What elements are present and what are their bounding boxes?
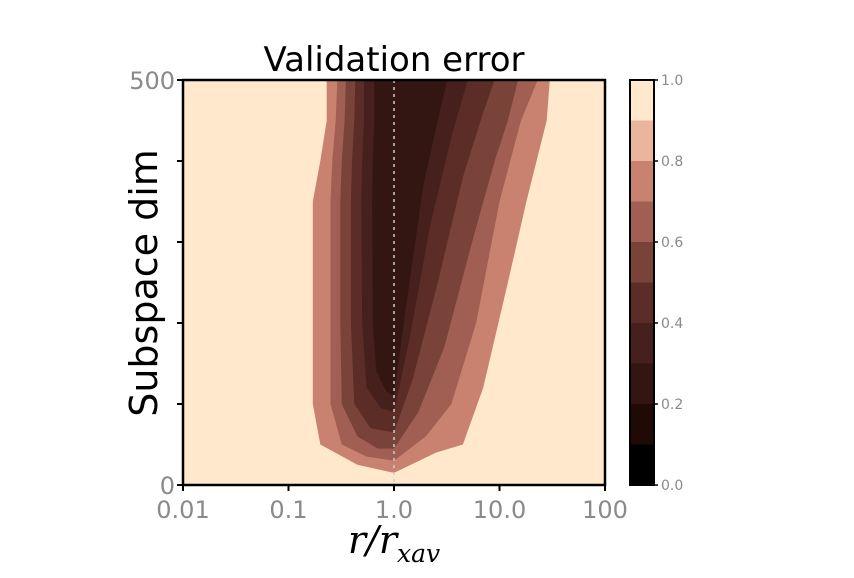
x-tick-label: 0.1 bbox=[269, 496, 307, 524]
colorbar-tick-label: 0.8 bbox=[661, 154, 683, 170]
colorbar-band bbox=[630, 282, 654, 323]
contour-band bbox=[372, 80, 448, 396]
x-tick-label: 10.0 bbox=[473, 496, 526, 524]
colorbar-band bbox=[630, 120, 654, 161]
y-tick-label: 500 bbox=[129, 67, 175, 95]
y-tick-label: 0 bbox=[160, 472, 175, 500]
x-tick-label: 1.0 bbox=[375, 496, 413, 524]
colorbar-tick-label: 0.6 bbox=[661, 235, 683, 251]
colorbar-band bbox=[630, 363, 654, 404]
y-axis-label: Subspace dim bbox=[122, 149, 166, 417]
colorbar: 0.0 0.2 0.4 0.6 0.8 1.0 bbox=[629, 73, 683, 494]
colorbar-tick-label: 1.0 bbox=[661, 73, 683, 89]
colorbar-band bbox=[630, 444, 654, 485]
colorbar-band bbox=[630, 80, 654, 121]
x-axis-label-main: r/r bbox=[348, 518, 400, 562]
contour-fills bbox=[312, 80, 550, 473]
plot-area bbox=[181, 78, 607, 487]
y-axis-ticks: 0 500 bbox=[129, 67, 183, 500]
colorbar-frame bbox=[629, 79, 655, 486]
x-tick-label: 100 bbox=[582, 496, 628, 524]
colorbar-band bbox=[630, 242, 654, 283]
x-axis-label-subscript: xav bbox=[397, 539, 440, 568]
x-tick-label: 0.01 bbox=[156, 496, 209, 524]
colorbar-tick-label: 0.4 bbox=[661, 316, 683, 332]
colorbar-bands bbox=[630, 80, 654, 485]
colorbar-tick-label: 0.2 bbox=[661, 397, 683, 413]
colorbar-band bbox=[630, 201, 654, 242]
colorbar-tick-label: 0.0 bbox=[661, 478, 683, 494]
colorbar-band bbox=[630, 323, 654, 364]
x-axis-ticks: 0.01 0.1 1.0 10.0 100 bbox=[156, 485, 628, 524]
colorbar-ticks: 0.0 0.2 0.4 0.6 0.8 1.0 bbox=[654, 73, 683, 494]
colorbar-band bbox=[630, 161, 654, 202]
x-axis-label: r/rxav bbox=[348, 518, 440, 568]
colorbar-band bbox=[630, 404, 654, 445]
chart-title: Validation error bbox=[263, 40, 524, 80]
